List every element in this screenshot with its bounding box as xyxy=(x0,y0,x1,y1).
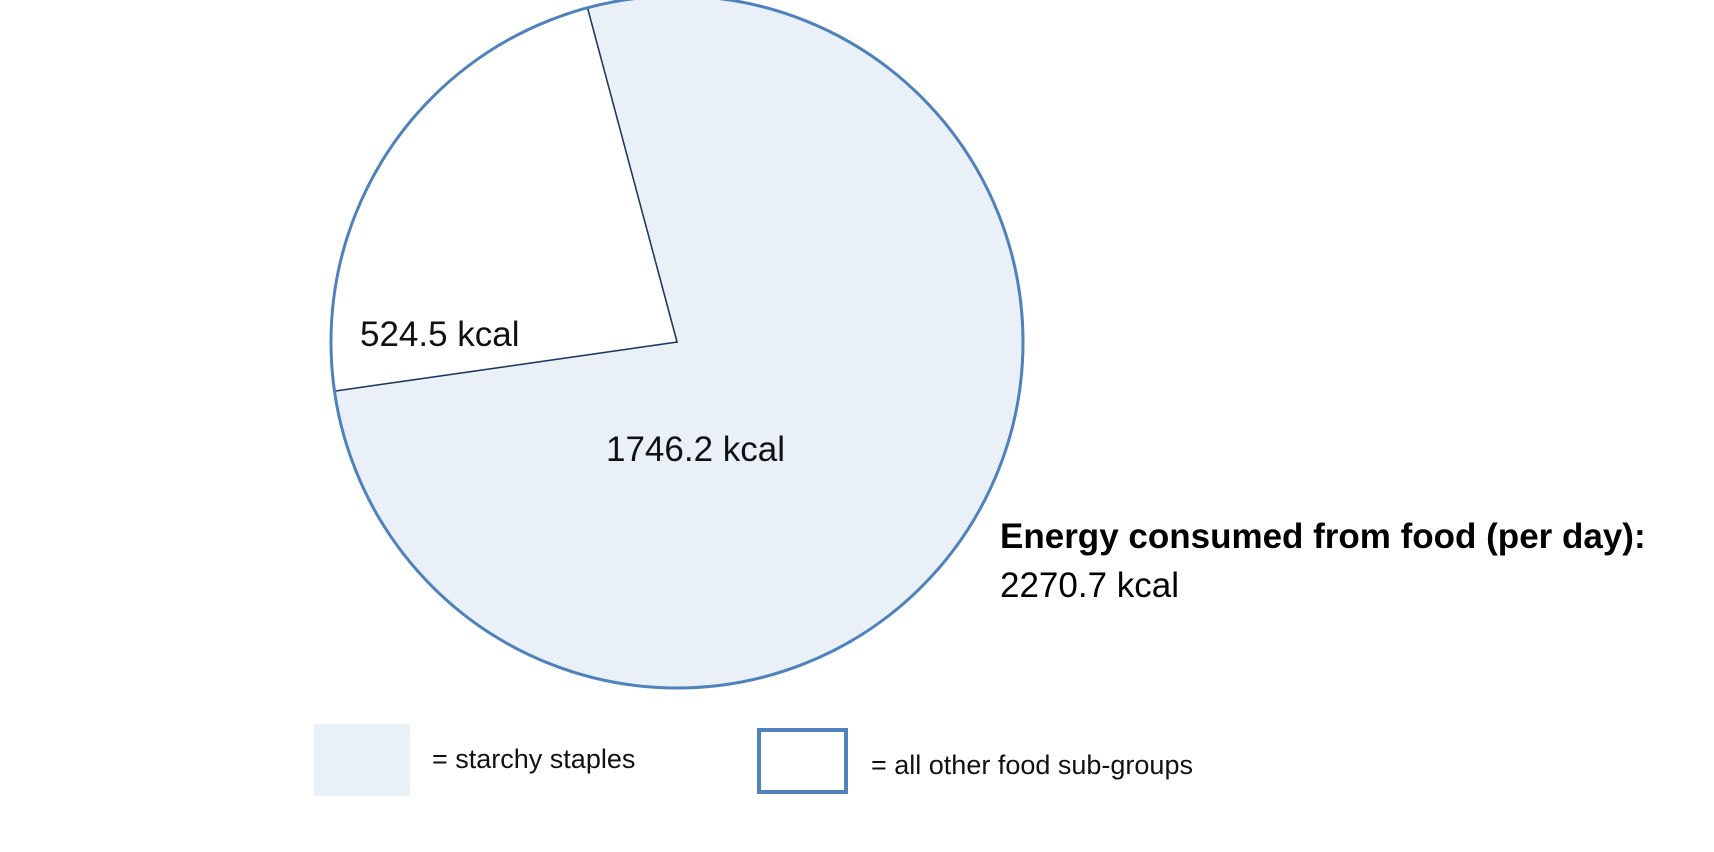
slice-label-starchy-staples: 1746.2 kcal xyxy=(606,430,786,469)
legend-swatch-starchy-staples xyxy=(314,724,410,796)
legend-label-starchy-staples: = starchy staples xyxy=(432,744,636,774)
total-energy-value: 2270.7 kcal xyxy=(1000,566,1180,605)
total-energy-title: Energy consumed from food (per day): xyxy=(1000,517,1646,556)
legend-label-other-food: = all other food sub-groups xyxy=(871,750,1193,780)
pie-outline xyxy=(329,0,1025,690)
legend-swatch-other-food xyxy=(757,728,848,794)
total-energy-annotation: Energy consumed from food (per day): 227… xyxy=(1000,512,1714,610)
slice-label-other-food: 524.5 kcal xyxy=(360,315,520,354)
